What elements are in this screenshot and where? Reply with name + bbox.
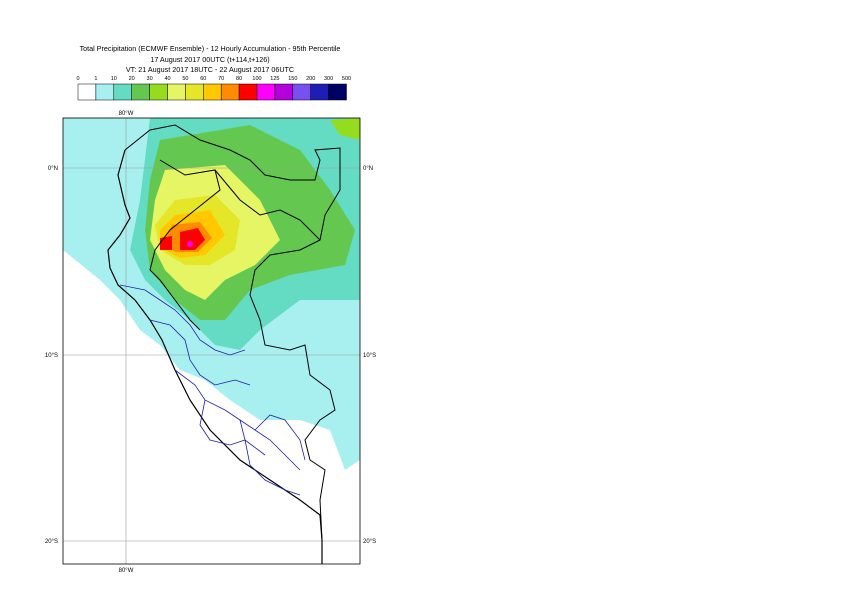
legend-swatch bbox=[328, 83, 347, 101]
legend-tick-label: 10 bbox=[111, 76, 117, 82]
legend-tick-label: 150 bbox=[288, 76, 297, 82]
precip-zone-green-ne bbox=[330, 118, 360, 140]
map-title: Total Precipitation (ECMWF Ensemble) - 1… bbox=[79, 44, 341, 53]
country-border-north bbox=[149, 159, 221, 331]
regional-boundaries bbox=[119, 284, 306, 496]
legend-tick-label: 100 bbox=[252, 76, 261, 82]
country-border-inner bbox=[214, 169, 321, 241]
lat-label-eq-left: 0°N bbox=[48, 166, 58, 172]
lat-label-10s-left: 10°S bbox=[45, 353, 58, 359]
lon-label-bottom: 80°W bbox=[119, 568, 134, 574]
lat-label-eq-right: 0°N bbox=[363, 166, 373, 172]
lon-label-top: 80°W bbox=[119, 111, 134, 117]
precip-core-red-west bbox=[160, 236, 172, 250]
legend-tick-label: 60 bbox=[200, 76, 206, 82]
legend-tick-label: 40 bbox=[164, 76, 170, 82]
legend-tick-label: 0 bbox=[76, 76, 79, 82]
map-frame bbox=[62, 117, 361, 565]
legend-tick-label: 1 bbox=[94, 76, 97, 82]
color-legend: 0 1 10 20 30 40 50 60 70 80 100 125 150 200 300 500 bbox=[76, 76, 351, 101]
lat-label-20s-left: 20°S bbox=[45, 539, 58, 545]
legend-tick-label: 200 bbox=[306, 76, 315, 82]
precip-zone-light-west bbox=[63, 118, 120, 240]
lat-label-20s-right: 20°S bbox=[363, 539, 376, 545]
precip-core-magenta bbox=[187, 241, 193, 247]
legend-tick-label: 50 bbox=[182, 76, 188, 82]
valid-time: VT: 21 August 2017 18UTC - 22 August 201… bbox=[125, 65, 295, 74]
precip-core-red bbox=[180, 228, 205, 250]
legend-tick-label: 80 bbox=[236, 76, 242, 82]
legend-tick-label: 125 bbox=[270, 76, 279, 82]
legend-tick-label: 300 bbox=[324, 76, 333, 82]
map-area bbox=[63, 118, 360, 564]
legend-tick-label: 20 bbox=[129, 76, 135, 82]
run-date: 17 August 2017 00UTC (t+114,t+126) bbox=[150, 55, 270, 64]
coastline bbox=[107, 149, 323, 564]
legend-tick-label: 30 bbox=[147, 76, 153, 82]
country-border bbox=[124, 124, 341, 541]
legend-tick-label: 70 bbox=[218, 76, 224, 82]
lat-label-10s-right: 10°S bbox=[363, 353, 376, 359]
legend-tick-label: 500 bbox=[342, 76, 351, 82]
